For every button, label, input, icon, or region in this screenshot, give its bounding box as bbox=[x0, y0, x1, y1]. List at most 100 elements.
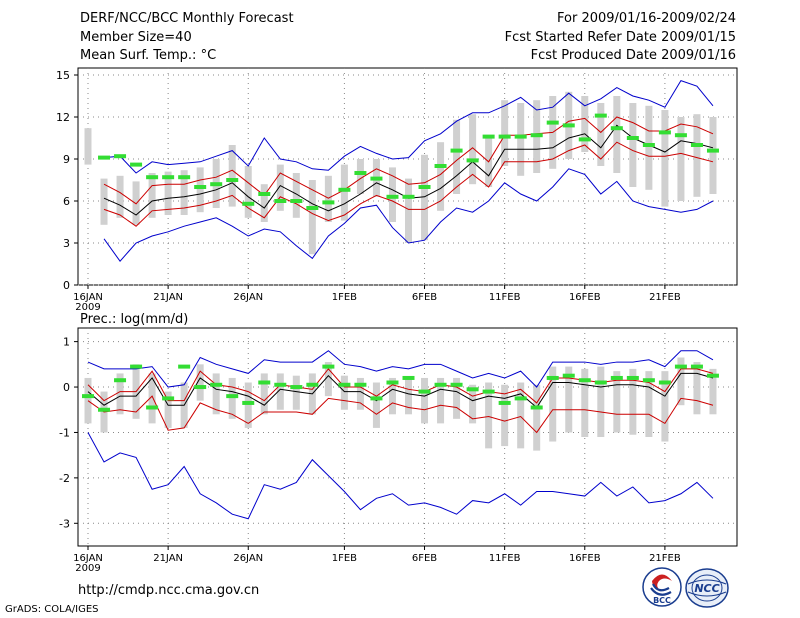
p2-range-box bbox=[372, 382, 380, 428]
p2-observed-marker bbox=[690, 364, 703, 369]
p2-y-tick-label: -3 bbox=[59, 517, 70, 530]
p2-observed-marker bbox=[162, 396, 175, 401]
source-url[interactable]: http://cmdp.ncc.cma.gov.cn bbox=[78, 583, 260, 598]
p2-range-box bbox=[517, 382, 525, 449]
p2-range-box bbox=[693, 362, 701, 415]
p1-range-box bbox=[260, 184, 268, 222]
p1-observed-marker bbox=[578, 137, 591, 142]
p1-observed-marker bbox=[322, 200, 335, 205]
p2-x-tick-label: 21JAN bbox=[153, 553, 183, 564]
p2-observed-marker bbox=[626, 375, 639, 380]
p2-observed-marker bbox=[674, 364, 687, 369]
p1-range-box bbox=[196, 167, 204, 213]
p2-series-ensemble-max bbox=[87, 350, 714, 388]
p1-x-tick-label: 16FEB bbox=[569, 292, 601, 303]
p1-observed-marker bbox=[370, 176, 383, 181]
p1-range-box bbox=[84, 128, 92, 165]
p1-range-box bbox=[405, 178, 412, 243]
p2-observed-marker bbox=[578, 378, 591, 383]
p2-observed-marker bbox=[482, 389, 495, 394]
p1-range-box bbox=[677, 117, 685, 201]
p2-range-box bbox=[228, 377, 236, 419]
p2-range-box bbox=[292, 375, 300, 410]
p2-observed-marker bbox=[130, 364, 143, 369]
p1-observed-marker bbox=[546, 120, 559, 125]
p2-range-box bbox=[645, 371, 653, 437]
p1-range-box bbox=[469, 114, 477, 185]
p2-observed-marker bbox=[658, 380, 671, 385]
p1-range-box bbox=[629, 103, 637, 187]
p2-observed-marker bbox=[546, 375, 559, 380]
p1-observed-marker bbox=[626, 136, 639, 140]
p1-range-box bbox=[597, 103, 605, 166]
p1-range-box bbox=[116, 175, 124, 218]
p2-range-box bbox=[549, 366, 557, 442]
p1-range-box bbox=[421, 154, 429, 241]
p2-y-tick-label: -2 bbox=[59, 472, 70, 485]
p2-range-box bbox=[453, 377, 461, 419]
p2-series-lower-spread bbox=[87, 395, 714, 434]
p1-observed-marker bbox=[402, 194, 415, 199]
p2-range-box bbox=[196, 364, 204, 401]
p1-observed-marker bbox=[162, 175, 175, 180]
p2-x-tick-label: 1FEB bbox=[332, 553, 357, 564]
p1-series-ensemble-min bbox=[103, 168, 714, 263]
p1-range-box bbox=[501, 100, 509, 166]
p1-y-tick-label: 12 bbox=[56, 111, 70, 124]
p2-y-tick-label: 1 bbox=[63, 336, 70, 349]
p1-range-box bbox=[324, 175, 332, 222]
p1-observed-marker bbox=[466, 158, 479, 163]
p1-y-tick-label: 9 bbox=[63, 153, 70, 166]
p1-year-label: 2009 bbox=[75, 302, 100, 313]
p1-range-box bbox=[340, 164, 348, 221]
p2-range-box bbox=[437, 377, 445, 424]
p2-range-box bbox=[356, 377, 364, 410]
p2-x-tick-label: 16FEB bbox=[569, 553, 601, 564]
p1-observed-marker bbox=[306, 206, 319, 210]
p1-y-tick-label: 0 bbox=[63, 279, 70, 292]
p2-observed-marker bbox=[82, 394, 94, 399]
variable-label: Mean Surf. Temp.: °C bbox=[80, 48, 217, 63]
p2-range-box bbox=[661, 371, 669, 442]
p1-observed-marker bbox=[146, 175, 159, 180]
refer-date: Fcst Started Refer Date 2009/01/15 bbox=[504, 30, 736, 45]
p2-observed-marker bbox=[354, 382, 367, 387]
p2-observed-marker bbox=[706, 373, 719, 378]
ncc-logo: NCC bbox=[685, 568, 729, 608]
svg-text:NCC: NCC bbox=[694, 582, 719, 595]
p1-observed-marker bbox=[242, 201, 255, 206]
p1-x-tick-label: 21FEB bbox=[649, 292, 681, 303]
p1-observed-marker bbox=[194, 185, 207, 189]
p2-observed-marker bbox=[514, 396, 527, 401]
p1-range-box bbox=[453, 119, 461, 194]
precip-title: Prec.: log(mm/d) bbox=[80, 312, 188, 327]
p2-observed-marker bbox=[498, 400, 511, 405]
forecast-period: For 2009/01/16-2009/02/24 bbox=[557, 11, 736, 26]
p2-range-box bbox=[164, 391, 172, 428]
p2-range-box bbox=[244, 382, 252, 428]
p1-observed-marker bbox=[690, 143, 703, 147]
p2-observed-marker bbox=[434, 382, 447, 387]
p2-range-box bbox=[260, 373, 268, 415]
p1-observed-marker bbox=[258, 192, 271, 196]
p1-y-tick-label: 3 bbox=[63, 237, 70, 250]
p1-range-box bbox=[693, 114, 701, 197]
p2-observed-marker bbox=[450, 382, 463, 387]
p1-range-box bbox=[517, 103, 525, 176]
p2-range-box bbox=[677, 357, 685, 406]
p2-observed-marker bbox=[114, 378, 127, 383]
p1-range-box bbox=[100, 178, 108, 225]
p2-observed-marker bbox=[530, 405, 543, 410]
p2-observed-marker bbox=[642, 378, 655, 383]
p2-x-tick-label: 21FEB bbox=[649, 553, 681, 564]
p1-observed-marker bbox=[338, 187, 351, 192]
p1-observed-marker bbox=[418, 185, 431, 189]
p2-x-tick-label: 11FEB bbox=[489, 553, 521, 564]
p2-observed-marker bbox=[98, 407, 111, 412]
p1-range-box bbox=[645, 105, 653, 190]
p1-observed-marker bbox=[514, 134, 527, 139]
p1-observed-marker bbox=[610, 126, 623, 131]
p2-range-box bbox=[469, 384, 477, 424]
p2-range-box bbox=[405, 377, 412, 415]
